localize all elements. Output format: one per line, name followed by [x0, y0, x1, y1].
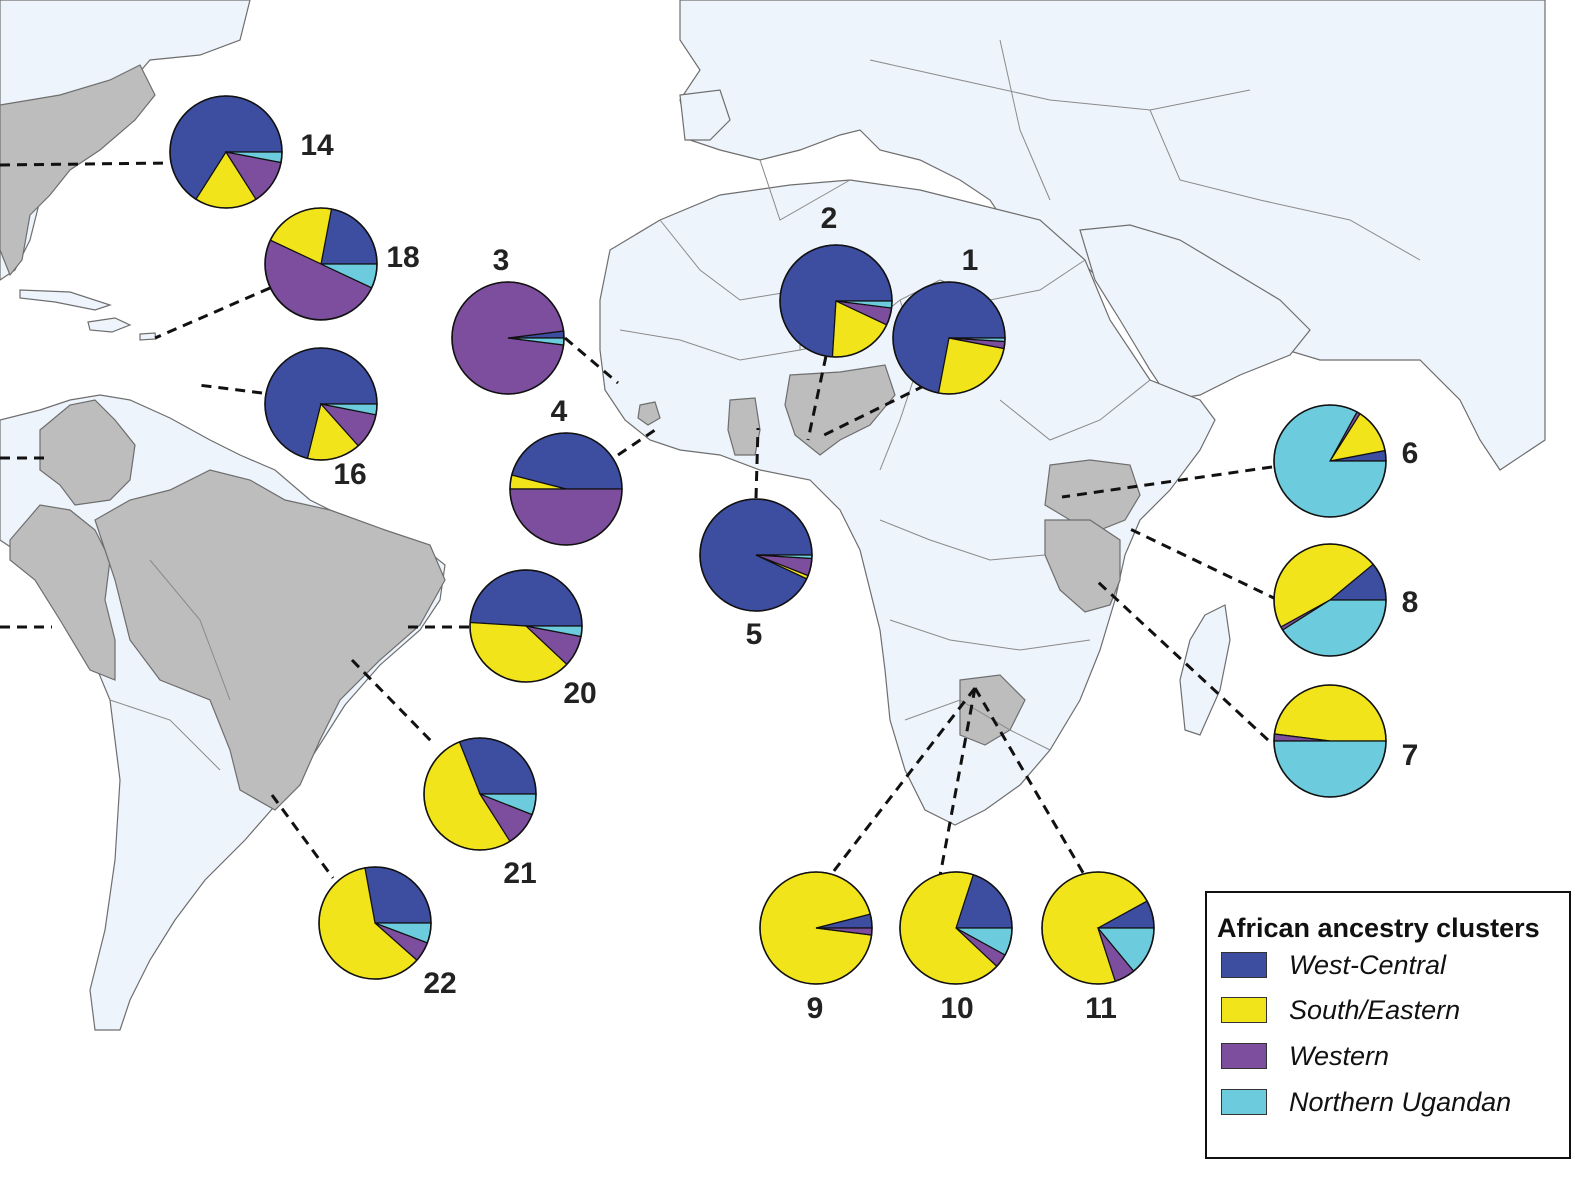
pie-6: 6 — [1273, 404, 1419, 518]
legend-entry-northern-ugandan: Northern Ugandan — [1221, 1086, 1512, 1117]
legend: African ancestry clusters West-Central S… — [1205, 891, 1571, 1159]
brazil — [94, 469, 446, 811]
legend-swatch-south-eastern — [1221, 997, 1267, 1023]
colombia — [39, 399, 136, 506]
pie-7-outline — [1273, 684, 1387, 798]
pie-9-outline — [759, 871, 873, 985]
hispaniola — [87, 317, 132, 333]
pie-22: 22 — [318, 866, 457, 1000]
pie-20-label: 20 — [563, 677, 596, 710]
ghana — [727, 397, 761, 456]
pie-5-outline — [699, 498, 813, 612]
pie-3-outline — [451, 281, 565, 395]
pie-21-label: 21 — [503, 857, 536, 890]
pie-16-outline — [264, 347, 378, 461]
legend-swatch-northern-ugandan — [1221, 1089, 1267, 1115]
pie-4-label: 4 — [551, 395, 568, 428]
legend-entry-western: Western — [1221, 1040, 1390, 1071]
pie-4-slice-western — [509, 488, 623, 546]
pie-7: 7 — [1273, 684, 1419, 798]
pie-20-slice-west-central — [469, 569, 583, 627]
pie-charts: 1 2 3 4 5 6 7 8 9 10 11 14 16 18 20 21 22 — [169, 95, 1419, 1025]
pie-14-label: 14 — [300, 129, 334, 162]
pie-21-outline — [423, 737, 537, 851]
legend-swatch-western — [1221, 1043, 1267, 1069]
pie-2-label: 2 — [821, 202, 838, 235]
pie-18-label: 18 — [386, 241, 419, 274]
pie-9: 9 — [759, 871, 873, 1025]
pie-18: 18 — [264, 207, 420, 321]
legend-entry-south-eastern: South/Eastern — [1221, 994, 1461, 1025]
pie-4: 4 — [509, 395, 623, 546]
legend-swatch-west-central — [1221, 952, 1267, 978]
pie-18-outline — [264, 207, 378, 321]
legend-label-south-eastern: South/Eastern — [1289, 994, 1461, 1025]
pie-2: 2 — [779, 202, 893, 358]
pie-5: 5 — [699, 498, 813, 651]
pie-14-outline — [169, 95, 283, 209]
puerto-rico — [139, 332, 157, 341]
africa — [599, 179, 1216, 826]
pie-10-label: 10 — [940, 992, 973, 1025]
nigeria — [784, 364, 896, 456]
leader-lines — [0, 161, 1279, 879]
pie-1-outline — [892, 281, 1006, 395]
pie-22-outline — [318, 866, 432, 980]
pie-20-outline — [469, 569, 583, 683]
pie-11-outline — [1041, 871, 1155, 985]
pie-4-outline — [509, 432, 623, 546]
cuba — [19, 289, 112, 311]
pie-10: 10 — [899, 871, 1013, 1025]
legend-label-western: Western — [1289, 1040, 1390, 1071]
pie-14: 14 — [169, 95, 334, 209]
pie-7-label: 7 — [1402, 739, 1419, 772]
pie-3-label: 3 — [493, 244, 510, 277]
pie-2-outline — [779, 244, 893, 358]
pie-6-outline — [1273, 404, 1387, 518]
sierra-leone — [637, 401, 661, 426]
land-layer — [0, 0, 1546, 1031]
pie-1-label: 1 — [962, 244, 979, 277]
arabia — [1079, 224, 1311, 401]
peru — [9, 504, 116, 681]
pie-7-slice-northern-ugandan — [1273, 740, 1387, 798]
usa-east — [0, 64, 156, 277]
pie-8-label: 8 — [1402, 586, 1419, 619]
legend-entry-west-central: West-Central — [1221, 949, 1447, 980]
pie-16: 16 — [264, 347, 378, 491]
pie-16-label: 16 — [333, 458, 366, 491]
uganda-kenya — [1044, 459, 1141, 531]
pie-22-slice-west-central — [364, 866, 432, 924]
pie-20: 20 — [469, 569, 597, 710]
country-borders — [109, 39, 1421, 771]
pie-1: 1 — [892, 244, 1006, 395]
legend-label-northern-ugandan: Northern Ugandan — [1289, 1086, 1512, 1117]
pie-3: 3 — [451, 244, 565, 395]
legend-title: African ancestry clusters — [1217, 913, 1540, 943]
pie-10-outline — [899, 871, 1013, 985]
tanzania — [1044, 519, 1121, 613]
iberia — [679, 89, 731, 141]
pie-6-label: 6 — [1402, 437, 1419, 470]
pie-22-label: 22 — [423, 967, 456, 1000]
pie-7-slice-south-eastern — [1273, 684, 1387, 742]
pie-9-label: 9 — [807, 992, 824, 1025]
pie-21: 21 — [423, 737, 537, 890]
pie-11-label: 11 — [1085, 992, 1117, 1025]
pie-8: 8 — [1273, 543, 1419, 657]
legend-label-west-central: West-Central — [1289, 949, 1447, 980]
pie-5-label: 5 — [746, 618, 763, 651]
madagascar — [1179, 604, 1231, 736]
pie-8-outline — [1273, 543, 1387, 657]
pie-11: 11 — [1041, 871, 1155, 1025]
